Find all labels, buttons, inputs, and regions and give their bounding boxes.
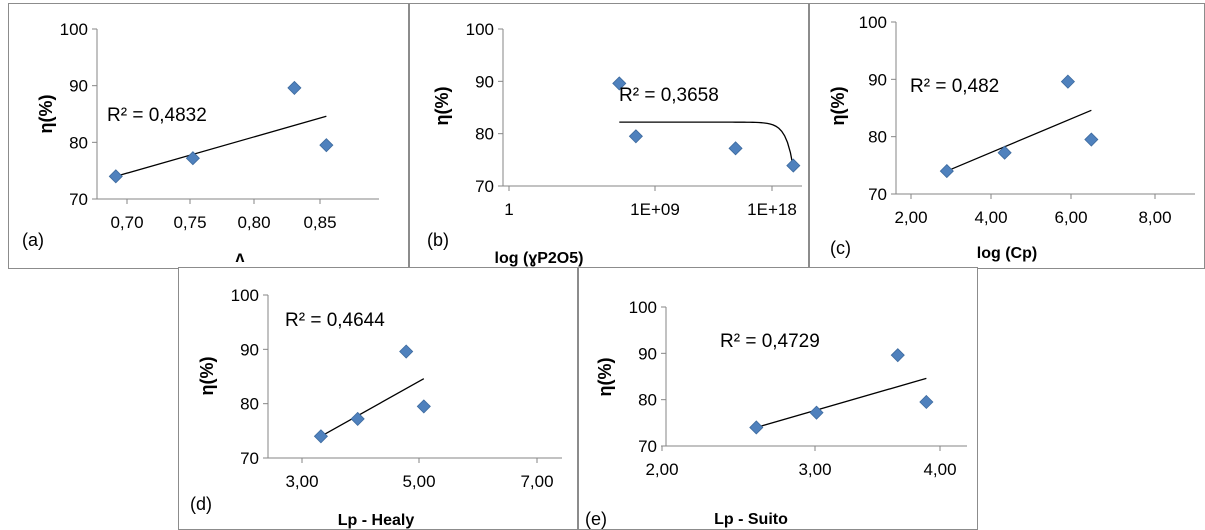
x-tick-label: 3,00 [798, 460, 831, 479]
data-point [809, 405, 824, 420]
y-tick-label: 90 [240, 340, 259, 359]
x-tick-label: 6,00 [1054, 208, 1087, 227]
panel-label: (b) [427, 230, 449, 250]
data-point [728, 141, 743, 156]
x-axis-title: Lp - Healy [338, 512, 415, 529]
data-point [612, 76, 627, 91]
y-tick-label: 80 [475, 125, 494, 144]
panel-label: (e) [585, 509, 607, 529]
trendline [115, 115, 327, 177]
panel-label: (a) [22, 230, 44, 250]
y-tick-label: 80 [69, 133, 88, 152]
y-axis-title: η(%) [828, 87, 848, 126]
y-tick-label: 100 [231, 286, 259, 305]
data-point [890, 348, 905, 363]
y-tick-label: 90 [69, 77, 88, 96]
y-axis-title: η(%) [595, 358, 615, 397]
data-point [786, 158, 801, 173]
x-tick-label: 0,75 [173, 213, 206, 232]
y-tick-label: 80 [638, 391, 657, 410]
y-tick-label: 70 [475, 177, 494, 196]
x-tick-label: 0,70 [110, 213, 143, 232]
data-point [313, 429, 328, 444]
y-tick-label: 70 [240, 449, 259, 468]
trendline [619, 121, 794, 168]
panel-border [809, 3, 1205, 269]
panel-border [8, 3, 409, 269]
data-point [939, 164, 954, 179]
y-tick-label: 70 [69, 190, 88, 209]
data-point [416, 399, 431, 414]
y-tick-label: 100 [466, 20, 494, 39]
y-tick-label: 100 [859, 13, 887, 32]
data-point [185, 151, 200, 166]
r-squared-label: R² = 0,482 [910, 76, 999, 97]
trendline [946, 109, 1092, 172]
data-point [1060, 74, 1075, 89]
y-tick-label: 90 [638, 344, 657, 363]
y-tick-label: 80 [868, 128, 887, 147]
r-squared-label: R² = 0,4644 [285, 310, 385, 331]
r-squared-label: R² = 0,4832 [107, 105, 207, 126]
y-tick-label: 100 [629, 298, 657, 317]
y-tick-label: 70 [868, 185, 887, 204]
y-tick-label: 100 [60, 20, 88, 39]
x-tick-label: 4,00 [974, 208, 1007, 227]
data-point [350, 411, 365, 426]
x-tick-label: 5,00 [402, 472, 435, 491]
chart-panel-c: 70 80 90 100 2,00 4,00 6,00 8,00 R² = 0,482 η(%) l… [809, 3, 1205, 269]
chart-panel-e: 70 80 90 100 2,00 3,00 4,00 R² = 0,4729 η(%) Lp -… [578, 267, 978, 530]
y-tick-label: 70 [638, 437, 657, 456]
y-tick-label: 80 [240, 395, 259, 414]
trendline [320, 378, 425, 437]
data-point [287, 80, 302, 95]
data-point [997, 145, 1012, 160]
x-axis-title: log (Cp) [977, 245, 1037, 262]
y-axis-title: η(%) [432, 87, 452, 126]
y-axis-title: η(%) [197, 357, 217, 396]
data-point [399, 344, 414, 359]
x-tick-label: 1E+09 [630, 200, 680, 219]
r-squared-label: R² = 0,4729 [720, 331, 820, 352]
x-tick-label: 0,85 [303, 213, 336, 232]
panel-border [578, 267, 978, 530]
panel-label: (c) [830, 238, 851, 258]
x-tick-label: 0,80 [237, 213, 270, 232]
r-squared-label: R² = 0,3658 [619, 85, 719, 106]
y-tick-label: 90 [868, 70, 887, 89]
data-point [108, 169, 123, 184]
x-tick-label: 2,00 [645, 460, 678, 479]
x-axis-title: log (ɣP2O5) [495, 250, 584, 267]
x-tick-label: 1E+18 [747, 200, 797, 219]
x-axis-title: ʌ [236, 249, 245, 266]
trendline [756, 377, 927, 429]
panel-border [409, 3, 809, 269]
x-tick-label: 1 [504, 200, 513, 219]
x-tick-label: 7,00 [520, 472, 553, 491]
data-point [319, 138, 334, 153]
data-point [628, 129, 643, 144]
chart-panel-a: 70 80 90 100 0,70 0,75 0,80 0,85 R² = 0,4832 η(%)… [8, 3, 409, 269]
chart-panel-d: 70 80 90 100 3,00 5,00 7,00 R² = 0,4644 η(%) Lp -… [178, 267, 578, 530]
x-tick-label: 8,00 [1138, 208, 1171, 227]
x-tick-label: 3,00 [285, 472, 318, 491]
y-axis-title: η(%) [36, 95, 56, 134]
data-point [1084, 132, 1099, 147]
panel-border [178, 267, 578, 530]
data-point [749, 420, 764, 435]
y-tick-label: 90 [475, 72, 494, 91]
x-tick-label: 2,00 [894, 208, 927, 227]
data-point [919, 394, 934, 410]
panel-label: (d) [190, 494, 212, 514]
x-tick-label: 4,00 [923, 460, 956, 479]
x-axis-title: Lp - Suito [714, 511, 788, 528]
chart-panel-b: 70 80 90 100 1 1E+09 1E+18 R² = 0,3658 η(%) log (… [409, 3, 809, 269]
